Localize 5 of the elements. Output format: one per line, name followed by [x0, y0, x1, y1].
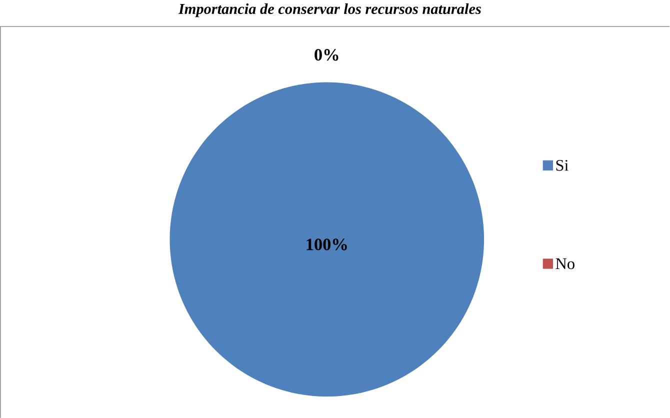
legend-label: No — [556, 258, 574, 270]
chart-title: Importancia de conservar los recursos naturales — [178, 3, 481, 18]
text: 0% — [314, 48, 338, 61]
data-label: 100% — [306, 238, 347, 250]
legend-label: Si — [556, 160, 568, 171]
